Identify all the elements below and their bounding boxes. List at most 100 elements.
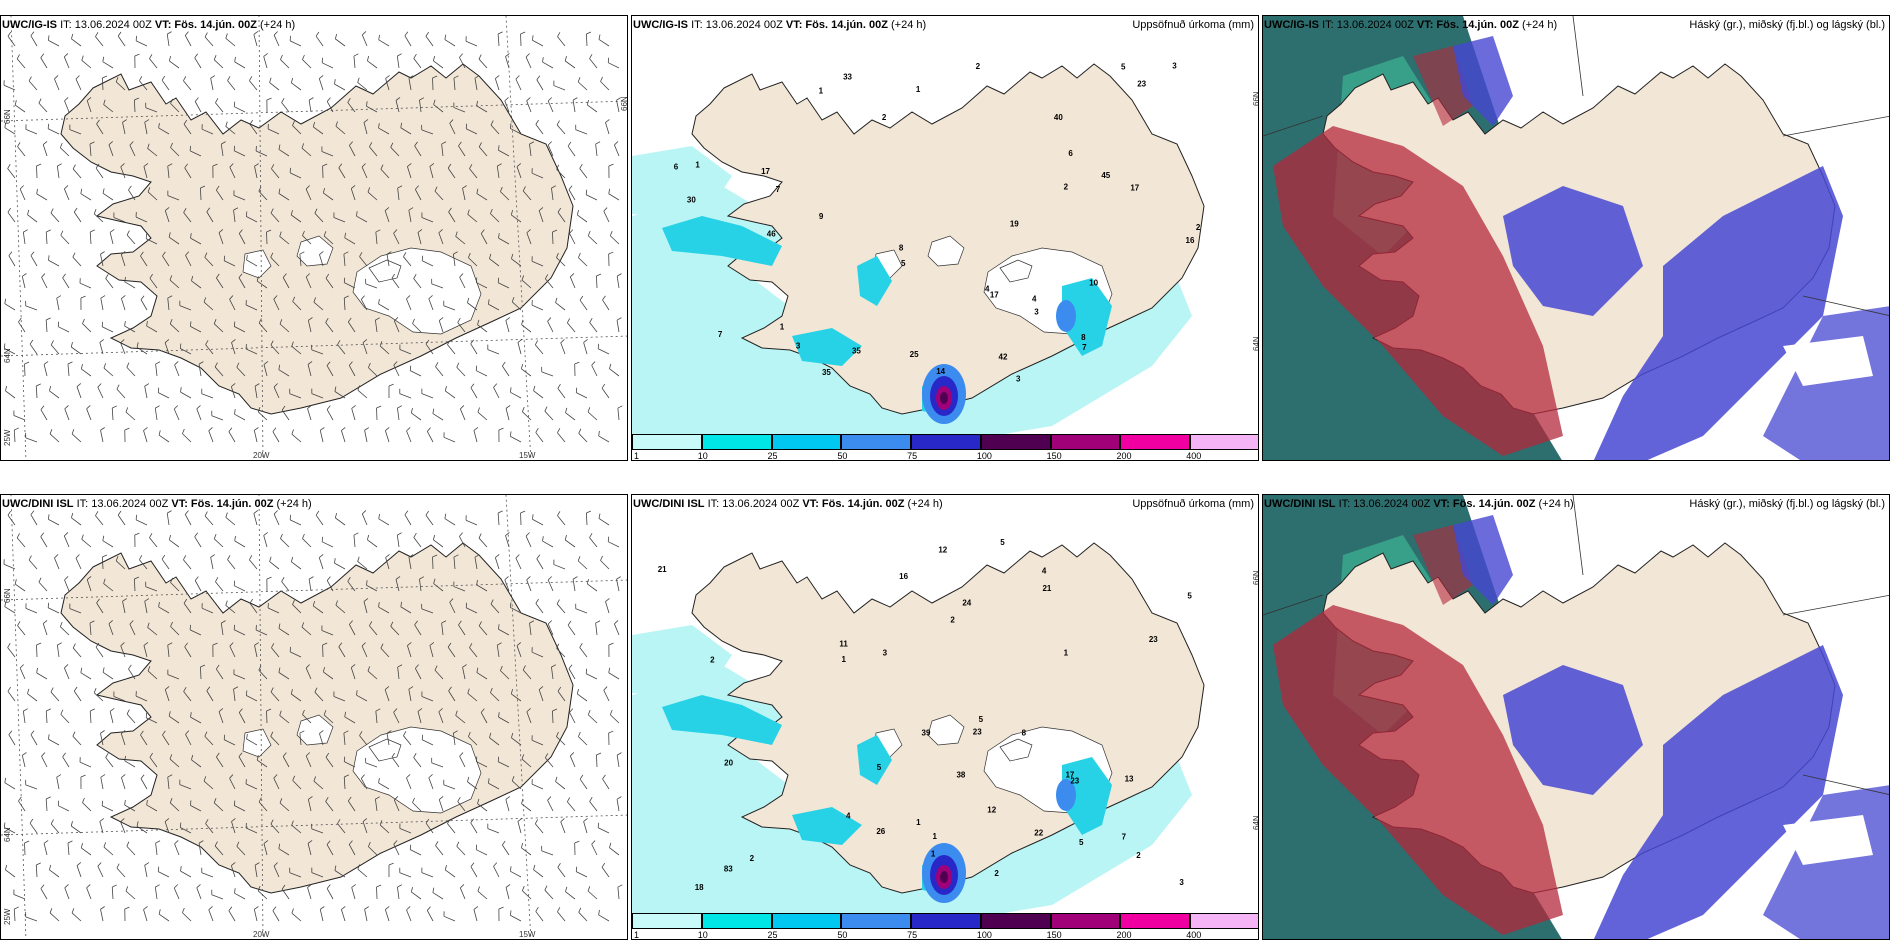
wind-barb-shaft: [470, 387, 478, 399]
wind-barb: [497, 756, 510, 768]
wind-barb-shaft: [598, 518, 610, 526]
precip-value-label: 13: [1125, 774, 1134, 783]
wind-barb-feather: [208, 427, 213, 432]
wind-barb: [334, 33, 346, 47]
wind-barb-shaft: [302, 714, 312, 724]
wind-barb: [291, 908, 302, 922]
wind-barb: [448, 207, 456, 223]
wind-barb-feather: [366, 101, 368, 107]
wind-barb: [579, 163, 588, 179]
wind-barb: [125, 407, 136, 421]
wind-barb-shaft: [231, 342, 236, 355]
wind-barb-shaft: [569, 233, 576, 245]
wind-barb: [167, 295, 173, 311]
wind-barb-feather: [456, 841, 460, 847]
wind-barb-feather: [3, 343, 6, 349]
wind-barb: [575, 603, 588, 614]
wind-barb: [183, 687, 192, 702]
wind-barb-shaft: [434, 190, 444, 201]
wind-barb-feather: [64, 97, 69, 102]
wind-barb-feather: [125, 886, 129, 892]
wind-barb-shaft: [536, 558, 544, 570]
wind-barb-feather: [397, 664, 403, 668]
wind-barb: [585, 510, 592, 526]
wind-barb-shaft: [468, 257, 478, 267]
wind-barb-shaft: [213, 802, 224, 812]
wind-barb-feather: [359, 731, 363, 736]
wind-barb-shaft: [30, 514, 38, 526]
wind-barb-shaft: [343, 733, 346, 746]
wind-barb-feather: [319, 730, 324, 734]
wind-barb-shaft: [557, 36, 566, 47]
wind-barb-shaft: [82, 323, 92, 333]
wind-barb-shaft: [258, 669, 268, 680]
wind-barb: [617, 884, 623, 900]
wind-barb-shaft: [510, 870, 522, 878]
precip-value-label: 7: [1122, 833, 1127, 842]
wind-barb-feather: [238, 708, 243, 713]
wind-barb: [319, 730, 324, 746]
wind-barb-shaft: [406, 909, 412, 922]
wind-barb: [191, 754, 202, 768]
wind-barb-feather: [167, 295, 173, 299]
wind-barb-feather: [70, 821, 73, 827]
wind-barb-feather: [49, 385, 52, 391]
precip-title: Uppsöfnuð úrkoma (mm): [1132, 19, 1254, 31]
wind-barb: [419, 97, 425, 113]
wind-barb: [603, 207, 610, 223]
wind-barb-shaft: [30, 255, 38, 267]
wind-map: [1, 495, 627, 939]
precip-value-label: 35: [822, 368, 831, 377]
wind-barb: [469, 643, 478, 658]
wind-barb: [597, 343, 610, 355]
wind-barb: [500, 665, 510, 680]
wind-barb: [307, 884, 312, 900]
wind-barb-shaft: [360, 299, 368, 311]
wind-barb: [291, 820, 302, 834]
wind-barb-feather: [408, 554, 414, 558]
wind-barb: [97, 862, 104, 878]
wind-barb-feather: [521, 885, 525, 891]
wind-barb: [212, 642, 218, 658]
wind-barb-feather: [73, 207, 78, 213]
wind-barb: [18, 317, 26, 333]
wind-barb-feather: [375, 708, 381, 712]
wind-barb-feather: [322, 642, 328, 646]
wind-barb: [596, 752, 602, 768]
wind-barb: [488, 299, 500, 311]
wind-barb: [67, 840, 73, 856]
wind-barb-shaft: [364, 909, 368, 922]
wind-barb-feather: [281, 405, 286, 411]
wind-barb-shaft: [325, 757, 334, 768]
wind-barb-feather: [200, 664, 206, 668]
wind-barb-feather: [183, 119, 188, 125]
wind-barb-shaft: [313, 301, 324, 311]
wind-barb-feather: [214, 841, 218, 847]
wind-barb-feather: [495, 554, 500, 558]
wind-barb: [45, 796, 51, 812]
wind-barb-shaft: [120, 342, 126, 355]
wind-barb: [493, 862, 500, 878]
wind-barb: [478, 54, 488, 69]
wind-barb-feather: [497, 642, 502, 646]
wind-barb-shaft: [115, 560, 126, 570]
wind-barb-shaft: [323, 235, 334, 245]
wind-barb-shaft: [449, 123, 456, 135]
wind-barb-shaft: [302, 538, 312, 548]
wind-barb: [378, 513, 390, 526]
wind-barb-shaft: [21, 276, 26, 289]
wind-barb-shaft: [225, 605, 236, 614]
wind-barb-shaft: [292, 301, 302, 311]
wind-barb-shaft: [578, 257, 588, 267]
wind-barb-shaft: [7, 691, 16, 702]
wind-barb-shaft: [432, 413, 444, 421]
wind-barb-shaft: [125, 890, 136, 900]
wind-barb-shaft: [230, 386, 236, 399]
wind-barb: [431, 278, 444, 289]
wind-barb-feather: [425, 818, 430, 824]
wind-barb-shaft: [428, 298, 434, 311]
wind-barb-feather: [517, 339, 523, 343]
wind-barb: [289, 388, 302, 399]
wind-barb-feather: [167, 510, 172, 514]
wind-barb-feather: [600, 76, 603, 82]
